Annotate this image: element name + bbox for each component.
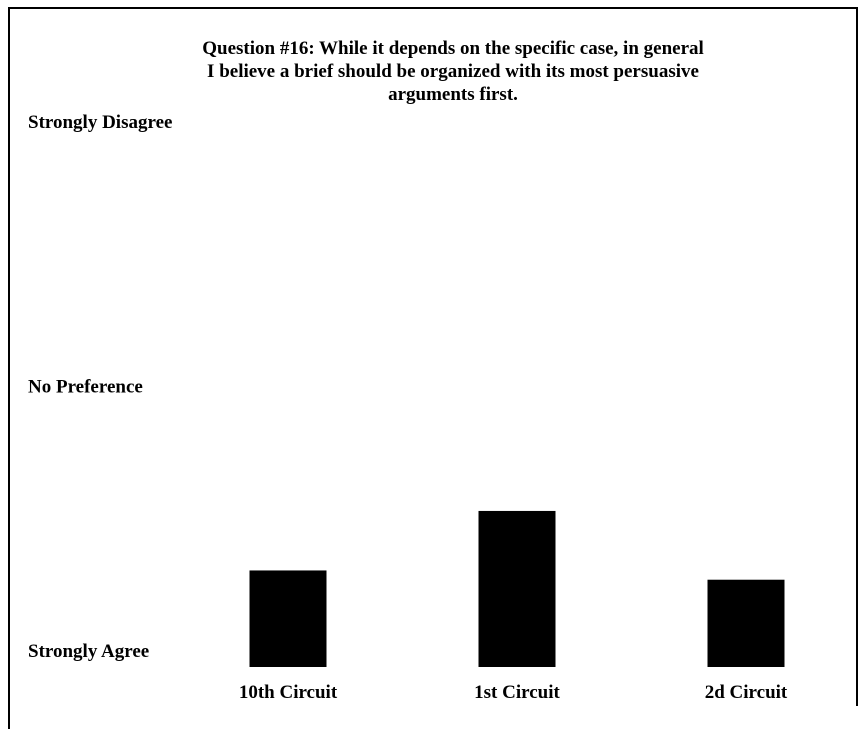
- bar: [707, 579, 785, 667]
- x-tick-label: 10th Circuit: [239, 682, 338, 703]
- y-tick-label: Strongly Agree: [28, 641, 149, 662]
- bar: [249, 570, 327, 667]
- chart-title: I believe a brief should be organized wi…: [207, 61, 699, 82]
- y-tick-label: No Preference: [28, 377, 143, 398]
- bar: [478, 510, 556, 667]
- x-tick-label: 2d Circuit: [705, 682, 788, 703]
- y-tick-label: Strongly Disagree: [28, 112, 172, 133]
- x-tick-label: 1st Circuit: [474, 682, 560, 703]
- chart-title: arguments first.: [388, 84, 518, 105]
- chart-title: Question #16: While it depends on the sp…: [202, 38, 704, 59]
